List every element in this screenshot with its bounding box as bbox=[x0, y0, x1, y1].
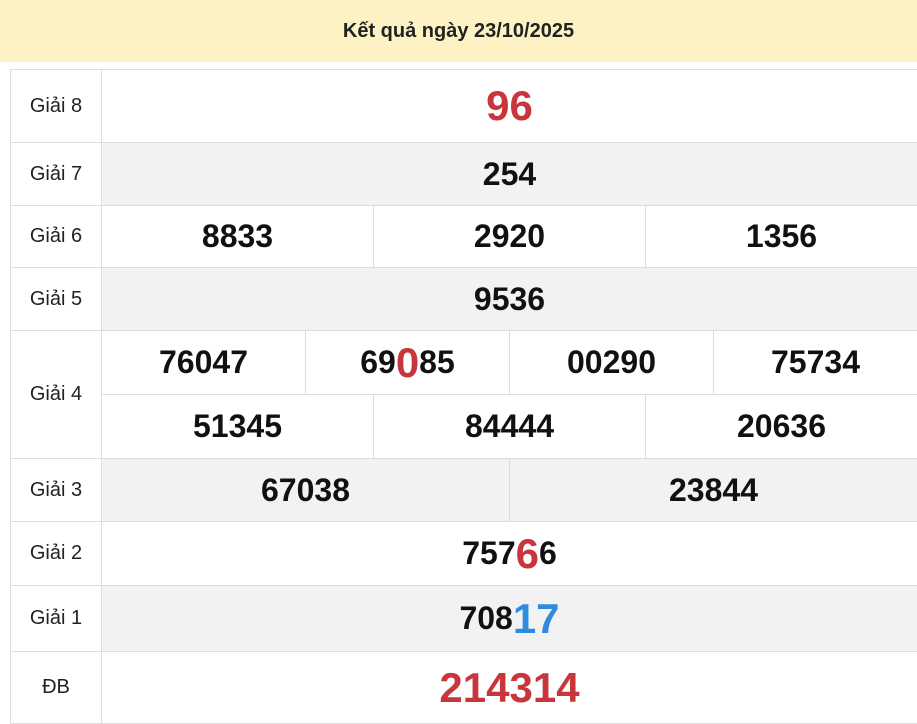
number-part: 20636 bbox=[737, 408, 826, 444]
number-part: 1356 bbox=[745, 218, 818, 254]
number-part: 708 bbox=[459, 600, 513, 636]
prize-numbers: 9536 bbox=[102, 268, 917, 330]
number-part: 76047 bbox=[159, 344, 248, 380]
number-part: 6 bbox=[515, 529, 539, 577]
number-line: 757 6 6 bbox=[102, 522, 917, 585]
prize-row: Giải 3 67038 23844 bbox=[11, 459, 917, 522]
number-cell: 20636 bbox=[645, 395, 917, 458]
number-line: 96 bbox=[102, 70, 917, 142]
number-part: 51345 bbox=[193, 408, 282, 444]
prize-label: Giải 7 bbox=[11, 143, 102, 205]
number-part: 00290 bbox=[567, 344, 656, 380]
prize-numbers: 708 17 bbox=[102, 586, 917, 651]
number-part: 254 bbox=[482, 155, 537, 192]
number-cell: 23844 bbox=[509, 459, 917, 521]
prize-label: Giải 8 bbox=[11, 70, 102, 142]
number-cell: 1356 bbox=[645, 206, 917, 267]
number-line: 51345 84444 20636 bbox=[102, 394, 917, 458]
results-table: Giải 8 96 Giải 7 254 Giải 6 8833 2920 1356 Giải … bbox=[10, 69, 917, 724]
number-part: 67038 bbox=[261, 471, 350, 508]
prize-row: Giải 5 9536 bbox=[11, 268, 917, 331]
prize-label: ĐB bbox=[11, 652, 102, 723]
prize-numbers: 8833 2920 1356 bbox=[102, 206, 917, 267]
number-line: 76047 69 0 85 00290 75734 bbox=[102, 331, 917, 394]
prize-numbers: 214314 bbox=[102, 652, 917, 723]
number-cell: 2920 bbox=[373, 206, 645, 267]
number-part: 84444 bbox=[465, 408, 554, 444]
number-line: 9536 bbox=[102, 268, 917, 330]
number-cell: 254 bbox=[102, 143, 917, 205]
number-part: 2920 bbox=[473, 218, 546, 254]
number-line: 67038 23844 bbox=[102, 459, 917, 521]
prize-label: Giải 1 bbox=[11, 586, 102, 651]
number-cell: 96 bbox=[102, 70, 917, 142]
number-cell: 9536 bbox=[102, 268, 917, 330]
number-line: 8833 2920 1356 bbox=[102, 206, 917, 267]
number-cell: 51345 bbox=[102, 395, 373, 458]
number-cell: 84444 bbox=[373, 395, 645, 458]
prize-numbers: 76047 69 0 85 00290 75734 51345 84444 20636 bbox=[102, 331, 917, 458]
number-part: 9536 bbox=[473, 280, 546, 317]
prize-label: Giải 4 bbox=[11, 331, 102, 458]
number-part: 69 bbox=[360, 344, 396, 380]
prize-row: Giải 4 76047 69 0 85 00290 75734 51345 84444 2063… bbox=[11, 331, 917, 459]
prize-row: Giải 8 96 bbox=[11, 70, 917, 143]
prize-row: Giải 7 254 bbox=[11, 143, 917, 206]
number-part: 0 bbox=[395, 338, 420, 386]
number-part: 8833 bbox=[201, 218, 274, 254]
prize-label: Giải 5 bbox=[11, 268, 102, 330]
number-cell: 00290 bbox=[509, 331, 713, 394]
prize-numbers: 757 6 6 bbox=[102, 522, 917, 585]
number-part: 23844 bbox=[669, 471, 758, 508]
number-cell: 76047 bbox=[102, 331, 305, 394]
number-part: 17 bbox=[512, 594, 560, 642]
prize-row: Giải 6 8833 2920 1356 bbox=[11, 206, 917, 268]
prize-numbers: 96 bbox=[102, 70, 917, 142]
number-cell: 8833 bbox=[102, 206, 373, 267]
number-part: 85 bbox=[419, 344, 455, 380]
prize-numbers: 254 bbox=[102, 143, 917, 205]
number-cell: 757 6 6 bbox=[102, 522, 917, 585]
prize-row: Giải 1 708 17 bbox=[11, 586, 917, 652]
number-part: 214314 bbox=[439, 663, 580, 711]
number-cell: 69 0 85 bbox=[305, 331, 509, 394]
number-cell: 75734 bbox=[713, 331, 917, 394]
number-line: 254 bbox=[102, 143, 917, 205]
number-cell: 214314 bbox=[102, 652, 917, 723]
header-title: Kết quả ngày 23/10/2025 bbox=[0, 0, 917, 62]
number-line: 708 17 bbox=[102, 586, 917, 651]
prize-row: Giải 2 757 6 6 bbox=[11, 522, 917, 586]
number-cell: 67038 bbox=[102, 459, 509, 521]
number-part: 6 bbox=[538, 535, 557, 571]
prize-label: Giải 3 bbox=[11, 459, 102, 521]
number-cell: 708 17 bbox=[102, 586, 917, 651]
prize-label: Giải 2 bbox=[11, 522, 102, 585]
prize-label: Giải 6 bbox=[11, 206, 102, 267]
prize-numbers: 67038 23844 bbox=[102, 459, 917, 521]
number-part: 96 bbox=[486, 82, 533, 129]
number-part: 757 bbox=[462, 535, 516, 571]
prize-row: ĐB 214314 bbox=[11, 652, 917, 724]
number-part: 75734 bbox=[771, 344, 860, 380]
number-line: 214314 bbox=[102, 652, 917, 723]
